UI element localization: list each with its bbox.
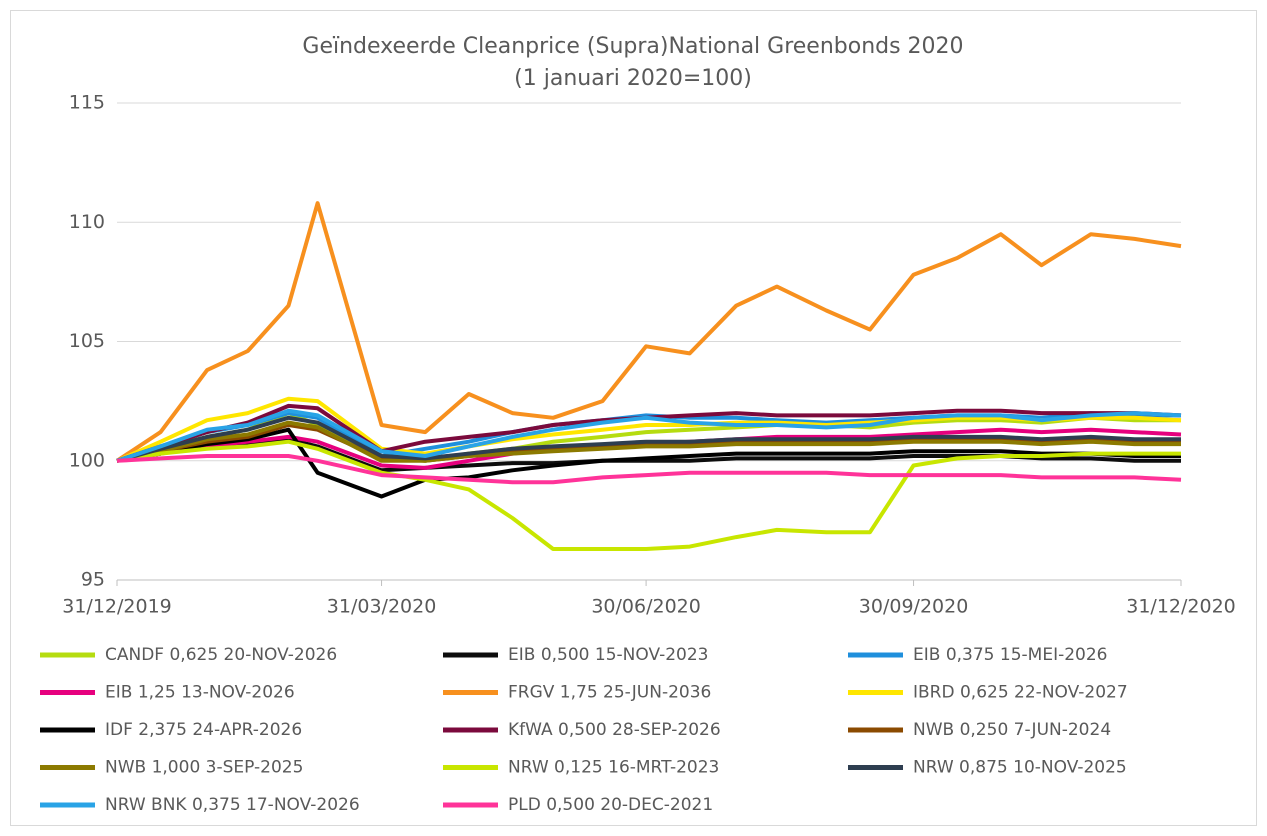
x-tick-label: 30/06/2020 — [591, 596, 701, 618]
legend-label: PLD 0,500 20-DEC-2021 — [508, 795, 713, 815]
legend-label: FRGV 1,75 25-JUN-2036 — [508, 683, 711, 703]
legend-label: NRW 0,875 10-NOV-2025 — [913, 758, 1127, 778]
series-line — [116, 396, 1182, 463]
series-line — [116, 408, 1182, 463]
legend-label: EIB 1,25 13-NOV-2026 — [105, 683, 295, 703]
series-line — [115, 201, 1182, 463]
legend-label: CANDF 0,625 20-NOV-2026 — [105, 645, 337, 665]
legend-label: NWB 0,250 7-JUN-2024 — [913, 720, 1111, 740]
legend-label: IBRD 0,625 22-NOV-2027 — [913, 683, 1128, 703]
y-tick-label: 105 — [69, 330, 105, 352]
y-tick-label: 95 — [81, 569, 105, 591]
x-tick-label: 31/03/2020 — [327, 596, 437, 618]
chart-subtitle: (1 januari 2020=100) — [514, 66, 752, 91]
series-line — [116, 415, 1181, 463]
series-line — [116, 439, 1181, 551]
legend-label: IDF 2,375 24-APR-2026 — [105, 720, 302, 740]
x-tick-label: 31/12/2019 — [62, 596, 172, 618]
y-tick-label: 115 — [69, 92, 105, 114]
legend-label: KfWA 0,500 28-SEP-2026 — [508, 720, 721, 740]
series-line — [116, 427, 1181, 499]
y-tick-label: 100 — [69, 449, 105, 471]
series-line — [116, 423, 1181, 463]
legend-label: NWB 1,000 3-SEP-2025 — [105, 758, 303, 778]
x-tick-label: 31/12/2020 — [1126, 596, 1236, 618]
series-line — [116, 420, 1181, 463]
x-tick-label: 30/09/2020 — [859, 596, 969, 618]
y-tick-label: 110 — [69, 211, 105, 233]
legend-label: EIB 0,500 15-NOV-2023 — [508, 645, 709, 665]
chart-title: Geïndexeerde Cleanprice (Supra)National … — [302, 34, 963, 59]
legend-label: NRW BNK 0,375 17-NOV-2026 — [105, 795, 360, 815]
series-line — [116, 454, 1182, 485]
legend-label: NRW 0,125 16-MRT-2023 — [508, 758, 719, 778]
legend-label: EIB 0,375 15-MEI-2026 — [913, 645, 1107, 665]
